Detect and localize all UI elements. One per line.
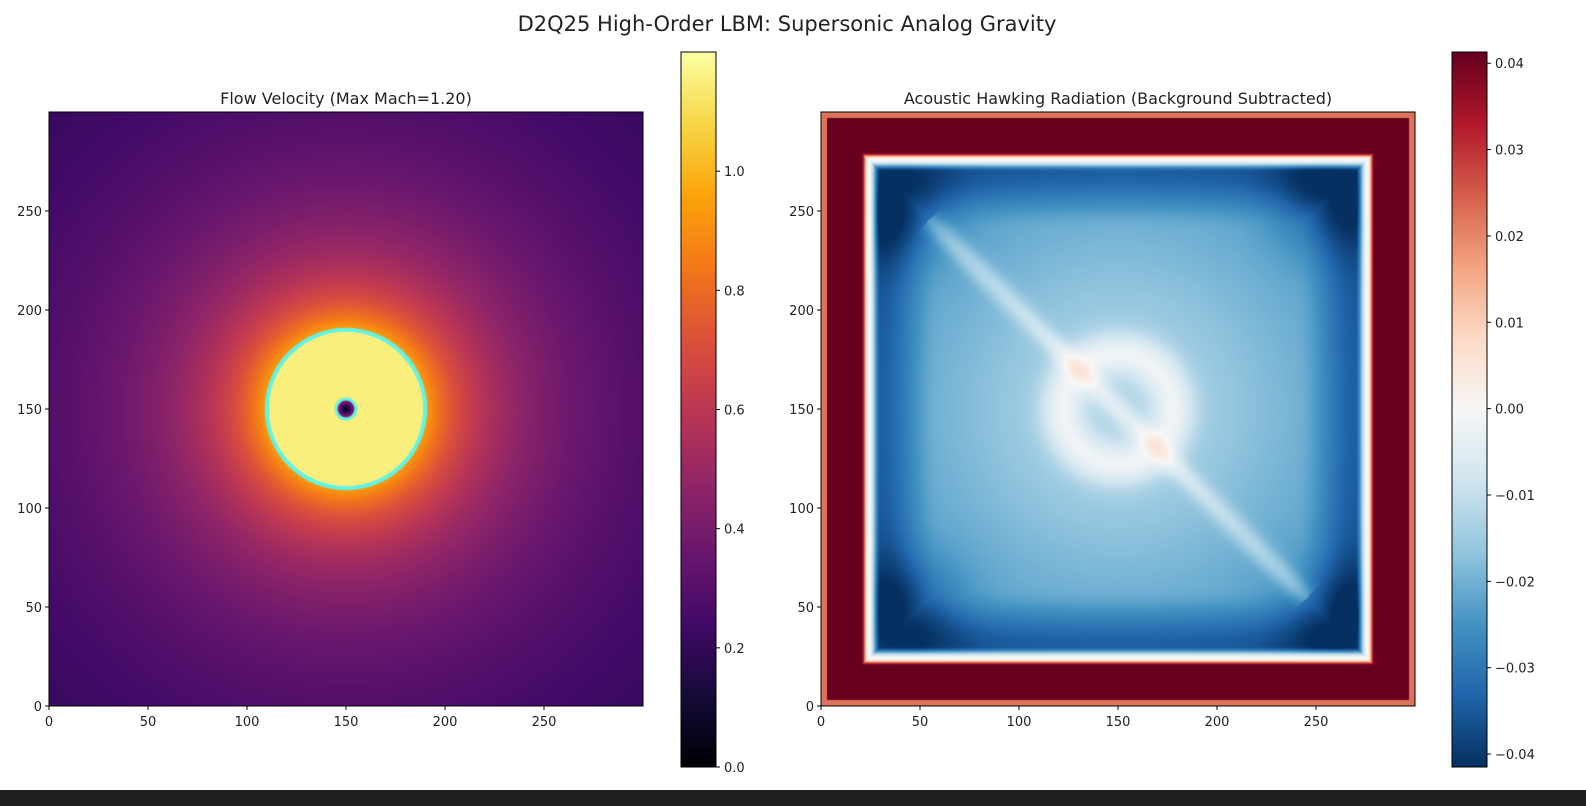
flow-velocity-colorbar — [681, 52, 716, 767]
x-tick-label: 100 — [1007, 715, 1032, 730]
y-tick-label: 200 — [17, 304, 42, 319]
y-tick-label: 100 — [789, 502, 814, 517]
y-tick-label: 150 — [789, 403, 814, 418]
y-tick-label: 50 — [25, 601, 42, 616]
x-tick-label: 200 — [1205, 715, 1230, 730]
y-tick-label: 200 — [789, 304, 814, 319]
colorbar-tick-label: −0.02 — [1495, 575, 1535, 590]
colorbar-tick-label: −0.04 — [1495, 748, 1535, 763]
plot-frame — [48, 111, 644, 707]
colorbar-tick-label: 0.00 — [1495, 403, 1524, 418]
y-tick-label: 50 — [797, 601, 814, 616]
colorbar-tick-label: 0.8 — [724, 284, 745, 299]
colorbar-tick-label: 0.0 — [724, 761, 745, 776]
figure-title: D2Q25 High-Order LBM: Supersonic Analog … — [518, 12, 1057, 36]
x-tick-label: 250 — [532, 715, 557, 730]
y-tick-label: 0 — [34, 700, 42, 715]
x-tick-label: 0 — [45, 715, 53, 730]
colorbar-tick-label: 0.2 — [724, 642, 745, 657]
y-tick-label: 0 — [806, 700, 814, 715]
x-tick-label: 50 — [140, 715, 157, 730]
bottom-bar — [0, 790, 1586, 806]
colorbar-tick-label: −0.03 — [1495, 662, 1535, 677]
colorbar-tick-label: 1.0 — [724, 165, 745, 180]
x-tick-label: 250 — [1304, 715, 1329, 730]
colorbar-tick-label: 0.01 — [1495, 316, 1524, 331]
x-tick-label: 0 — [817, 715, 825, 730]
colorbar-frame — [680, 51, 717, 768]
colorbar-tick-label: 0.04 — [1495, 57, 1524, 72]
x-tick-label: 50 — [912, 715, 929, 730]
colorbar-tick-label: −0.01 — [1495, 489, 1535, 504]
y-tick-label: 250 — [17, 205, 42, 220]
colorbar-frame — [1451, 51, 1488, 768]
colorbar-tick-label: 0.4 — [724, 523, 745, 538]
plot-frame — [820, 111, 1416, 707]
y-tick-label: 250 — [789, 205, 814, 220]
x-tick-label: 100 — [235, 715, 260, 730]
x-tick-label: 200 — [433, 715, 458, 730]
y-tick-label: 150 — [17, 403, 42, 418]
colorbar-tick-label: 0.6 — [724, 404, 745, 419]
y-tick-label: 100 — [17, 502, 42, 517]
colorbar-tick-label: 0.02 — [1495, 230, 1524, 245]
hawking-radiation-colorbar — [1452, 52, 1487, 767]
right-plot-title: Acoustic Hawking Radiation (Background S… — [904, 89, 1332, 108]
colorbar-tick-label: 0.03 — [1495, 144, 1524, 159]
flow-velocity-heatmap — [49, 112, 643, 706]
left-plot-title: Flow Velocity (Max Mach=1.20) — [220, 89, 472, 108]
x-tick-label: 150 — [1106, 715, 1131, 730]
x-tick-label: 150 — [334, 715, 359, 730]
hawking-radiation-heatmap — [821, 112, 1415, 706]
